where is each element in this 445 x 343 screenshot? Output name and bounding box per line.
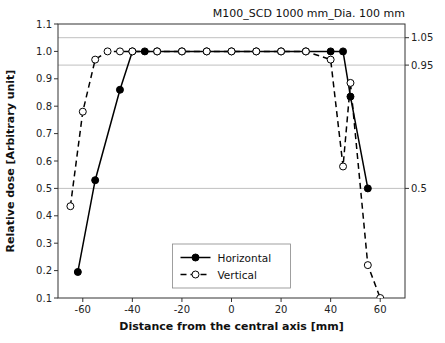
data-point xyxy=(129,48,136,55)
x-tick xyxy=(380,298,381,302)
y-axis: 0.1 0.2 0.3 0.4 0.5 0.6 0.7 0.8 0.9 1.0 1.1 xyxy=(36,19,58,304)
y-tick-label: 1.1 xyxy=(36,19,52,30)
data-point xyxy=(154,48,161,55)
x-tick-label: -20 xyxy=(174,304,190,315)
y2-tick xyxy=(405,37,409,38)
y-tick-label: 1.0 xyxy=(36,46,52,57)
title: M100_SCD 1000 mm_Dia. 100 mm xyxy=(213,7,405,20)
x-tick xyxy=(281,298,282,302)
y-tick xyxy=(54,243,58,244)
grid-line xyxy=(58,37,405,38)
data-point xyxy=(278,48,285,55)
y-tick-label: 0.6 xyxy=(36,156,52,167)
y-tick-label: 0.1 xyxy=(36,293,52,304)
y2-tick xyxy=(405,188,409,189)
x-tick-label: 20 xyxy=(275,304,288,315)
x-tick xyxy=(231,298,232,302)
data-point xyxy=(340,48,347,55)
y2-tick-label: 0.95 xyxy=(411,60,433,71)
y-tick xyxy=(54,188,58,189)
data-point xyxy=(116,86,123,93)
series xyxy=(74,48,371,276)
data-point xyxy=(340,163,347,170)
y-tick xyxy=(54,270,58,271)
x-tick-label: -60 xyxy=(75,304,91,315)
data-point xyxy=(203,48,210,55)
legend-marker xyxy=(192,254,199,261)
data-point xyxy=(347,79,354,86)
legend: Horizontal Vertical xyxy=(173,244,291,288)
data-point xyxy=(116,48,123,55)
y-tick xyxy=(54,161,58,162)
y-tick-label: 0.9 xyxy=(36,73,52,84)
data-point xyxy=(327,48,334,55)
y-tick-label: 0.7 xyxy=(36,128,52,139)
data-point xyxy=(67,203,74,210)
y2-axis: 0.5 0.95 1.05 xyxy=(405,32,433,194)
data-point xyxy=(203,48,210,55)
data-point xyxy=(79,108,86,115)
y-tick-label: 0.3 xyxy=(36,238,52,249)
y-tick xyxy=(54,298,58,299)
data-point xyxy=(302,48,309,55)
y2-tick-label: 1.05 xyxy=(411,32,433,43)
y2-tick xyxy=(405,65,409,66)
data-point xyxy=(253,48,260,55)
x-tick-label: 60 xyxy=(374,304,387,315)
data-point xyxy=(92,56,99,63)
y-tick-label: 0.4 xyxy=(36,210,52,221)
data-point xyxy=(327,56,334,63)
plot-area xyxy=(67,48,384,298)
x-tick xyxy=(82,298,83,302)
legend-marker xyxy=(192,271,199,278)
background xyxy=(0,0,445,343)
x-tick xyxy=(181,298,182,302)
x-axis: -60 -40 -20 0 20 40 60 xyxy=(75,298,387,315)
data-point xyxy=(129,48,136,55)
data-point xyxy=(364,185,371,192)
y-axis-label: Relative dose [Arbitrary unit] xyxy=(4,70,17,253)
series-line xyxy=(70,51,380,298)
y-tick xyxy=(54,24,58,25)
data-point xyxy=(178,48,185,55)
y-tick xyxy=(54,51,58,52)
grid-line xyxy=(58,65,405,66)
y-tick-label: 0.5 xyxy=(36,183,52,194)
y-tick-label: 0.2 xyxy=(36,265,52,276)
x-tick xyxy=(132,298,133,302)
y-tick xyxy=(54,106,58,107)
data-point xyxy=(228,48,235,55)
y2-tick-label: 0.5 xyxy=(411,183,427,194)
x-tick-label: 0 xyxy=(228,304,234,315)
y-tick xyxy=(54,215,58,216)
data-point xyxy=(154,48,161,55)
series-line xyxy=(78,51,368,272)
series xyxy=(67,48,384,298)
legend-label: Vertical xyxy=(218,269,257,281)
x-tick-label: -40 xyxy=(124,304,140,315)
data-point xyxy=(92,177,99,184)
x-tick xyxy=(330,298,331,302)
data-point xyxy=(278,48,285,55)
data-point xyxy=(228,48,235,55)
data-point xyxy=(178,48,185,55)
data-point xyxy=(347,93,354,100)
data-point xyxy=(104,48,111,55)
x-axis-label: Distance from the central axis [mm] xyxy=(119,320,343,333)
data-point xyxy=(74,268,81,275)
plot-frame xyxy=(58,24,405,298)
grid-line xyxy=(58,188,405,189)
y-tick xyxy=(54,133,58,134)
data-point xyxy=(302,48,309,55)
legend-box xyxy=(173,244,291,288)
data-point xyxy=(253,48,260,55)
y-tick-label: 0.8 xyxy=(36,101,52,112)
data-point xyxy=(364,262,371,269)
legend-label: Horizontal xyxy=(218,252,272,264)
y-tick xyxy=(54,78,58,79)
x-tick-label: 40 xyxy=(324,304,337,315)
data-point xyxy=(377,295,384,299)
chart: -60 -40 -20 0 20 40 60 0.1 0.2 0.3 0.4 0.5 0.6 0.7 0.8… xyxy=(0,0,445,343)
